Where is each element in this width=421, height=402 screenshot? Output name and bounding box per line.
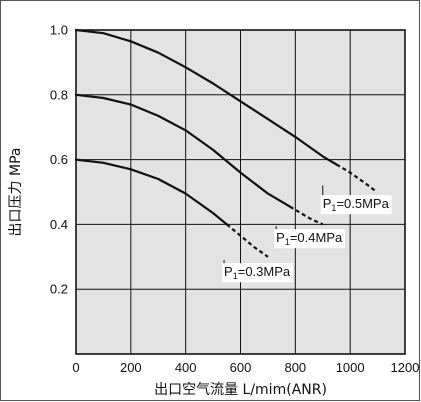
series-line-solid — [74, 93, 291, 208]
y-tick-label: 0.8 — [50, 87, 68, 102]
x-axis-title: 出口空气流量 L/mim(ANR) — [154, 382, 327, 398]
series-annotation: P1=0.4MPa — [276, 230, 343, 247]
series-line-dashed — [335, 163, 376, 192]
tick-labels: 0 200 400 600 800 1000 1200 0.2 0.4 0.6 0.8 1.0 — [50, 23, 420, 376]
series-annotation: P1=0.3MPa — [224, 264, 291, 281]
y-tick-label: 0.4 — [50, 217, 68, 232]
series-line-solid — [74, 158, 228, 226]
x-tick-label: 0 — [72, 360, 79, 375]
x-tick-label: 1000 — [336, 360, 365, 375]
x-tick-label: 1200 — [391, 360, 420, 375]
x-tick-label: 600 — [230, 360, 252, 375]
y-tick-label: 0.6 — [50, 152, 68, 167]
annotations: P1=0.5MPa P1=0.4MPa P1=0.3MPa — [222, 185, 392, 283]
y-axis-title: 出口压力 MPa — [8, 148, 24, 237]
annotation-background — [274, 229, 345, 249]
x-tick-label: 200 — [120, 360, 142, 375]
series-line-solid — [74, 28, 338, 166]
x-tick-label: 400 — [175, 360, 197, 375]
x-tick-label: 800 — [284, 360, 306, 375]
series-annotation: P1=0.5MPa — [323, 196, 390, 213]
series-line-dashed — [289, 205, 324, 226]
annotation-background — [222, 263, 293, 283]
grid-lines — [75, 29, 406, 355]
series-line-dashed — [226, 223, 269, 258]
y-tick-label: 1.0 — [50, 23, 68, 38]
plot-border — [75, 29, 406, 355]
y-tick-label: 0.2 — [50, 282, 68, 297]
series-lines — [74, 28, 376, 258]
annotation-background — [320, 195, 392, 215]
